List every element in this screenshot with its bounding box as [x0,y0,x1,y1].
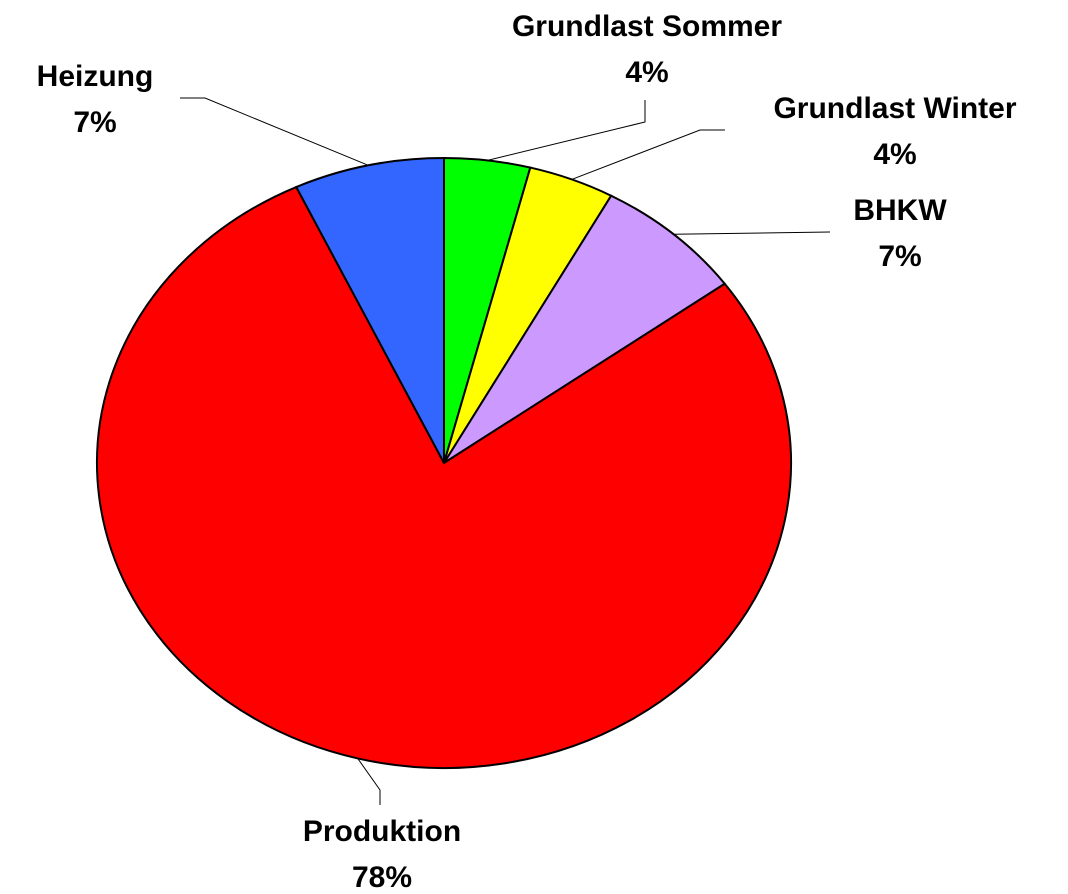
slice-label: Grundlast Winter [773,92,1016,125]
slice-value-label: 78% [352,861,412,894]
slice-label: BHKW [853,194,947,227]
leader-line [357,758,381,805]
slice-value-label: 4% [625,56,668,89]
slice-value-label: 7% [73,106,116,139]
leader-line [180,97,369,166]
pie-slice [294,156,445,464]
slice-label: Produktion [303,815,461,848]
leader-line [487,100,646,161]
leader-line [571,129,725,180]
slice-value-label: 7% [878,240,921,273]
slice-label: Grundlast Sommer [512,10,782,43]
leader-line [673,231,831,235]
slice-label: Heizung [37,60,154,93]
slice-value-label: 4% [873,138,916,171]
